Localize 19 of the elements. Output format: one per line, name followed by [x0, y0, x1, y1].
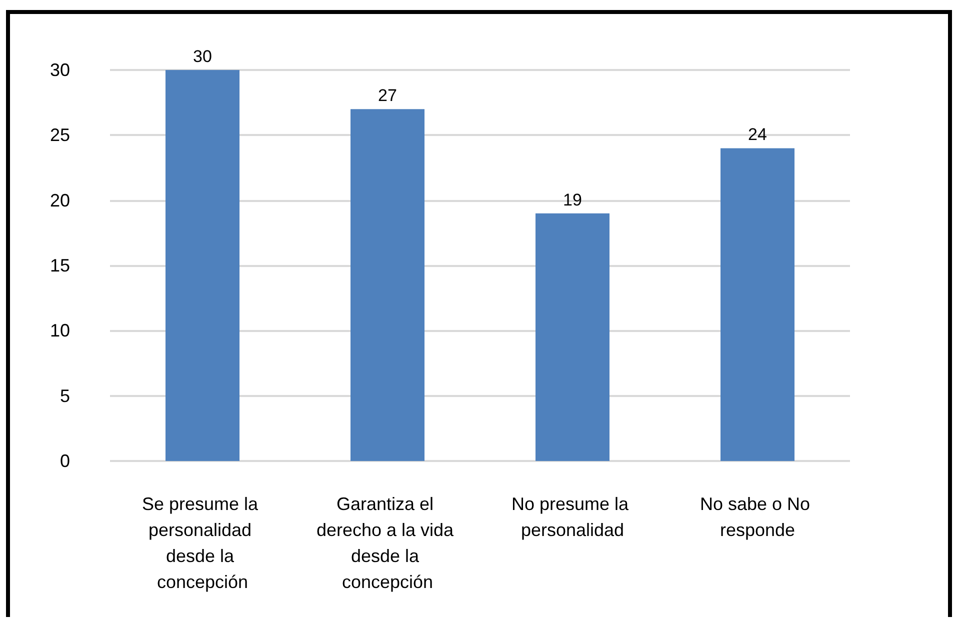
x-tick-label: Garantiza el derecho a la vida desde la concepción	[316, 494, 459, 592]
bar	[536, 213, 610, 461]
bar	[720, 148, 794, 461]
x-tick-label: No sabe o No responde	[700, 494, 816, 540]
y-tick-label: 0	[60, 451, 70, 471]
data-label: 30	[193, 47, 212, 66]
bar	[350, 109, 424, 461]
data-label: 19	[563, 190, 582, 210]
y-tick-label: 20	[50, 190, 70, 210]
data-label: 27	[378, 86, 397, 106]
y-tick-label: 30	[50, 60, 70, 80]
y-tick-label: 25	[50, 125, 70, 146]
x-tick-label: No presume la personalidad	[511, 494, 634, 540]
data-label: 24	[748, 125, 767, 144]
y-tick-label: 15	[50, 256, 70, 276]
y-tick-label: 10	[50, 320, 70, 341]
y-tick-label: 5	[60, 386, 70, 406]
x-tick-label: Se presume la personalidad desde la concepción	[142, 494, 264, 592]
bar	[166, 70, 240, 461]
